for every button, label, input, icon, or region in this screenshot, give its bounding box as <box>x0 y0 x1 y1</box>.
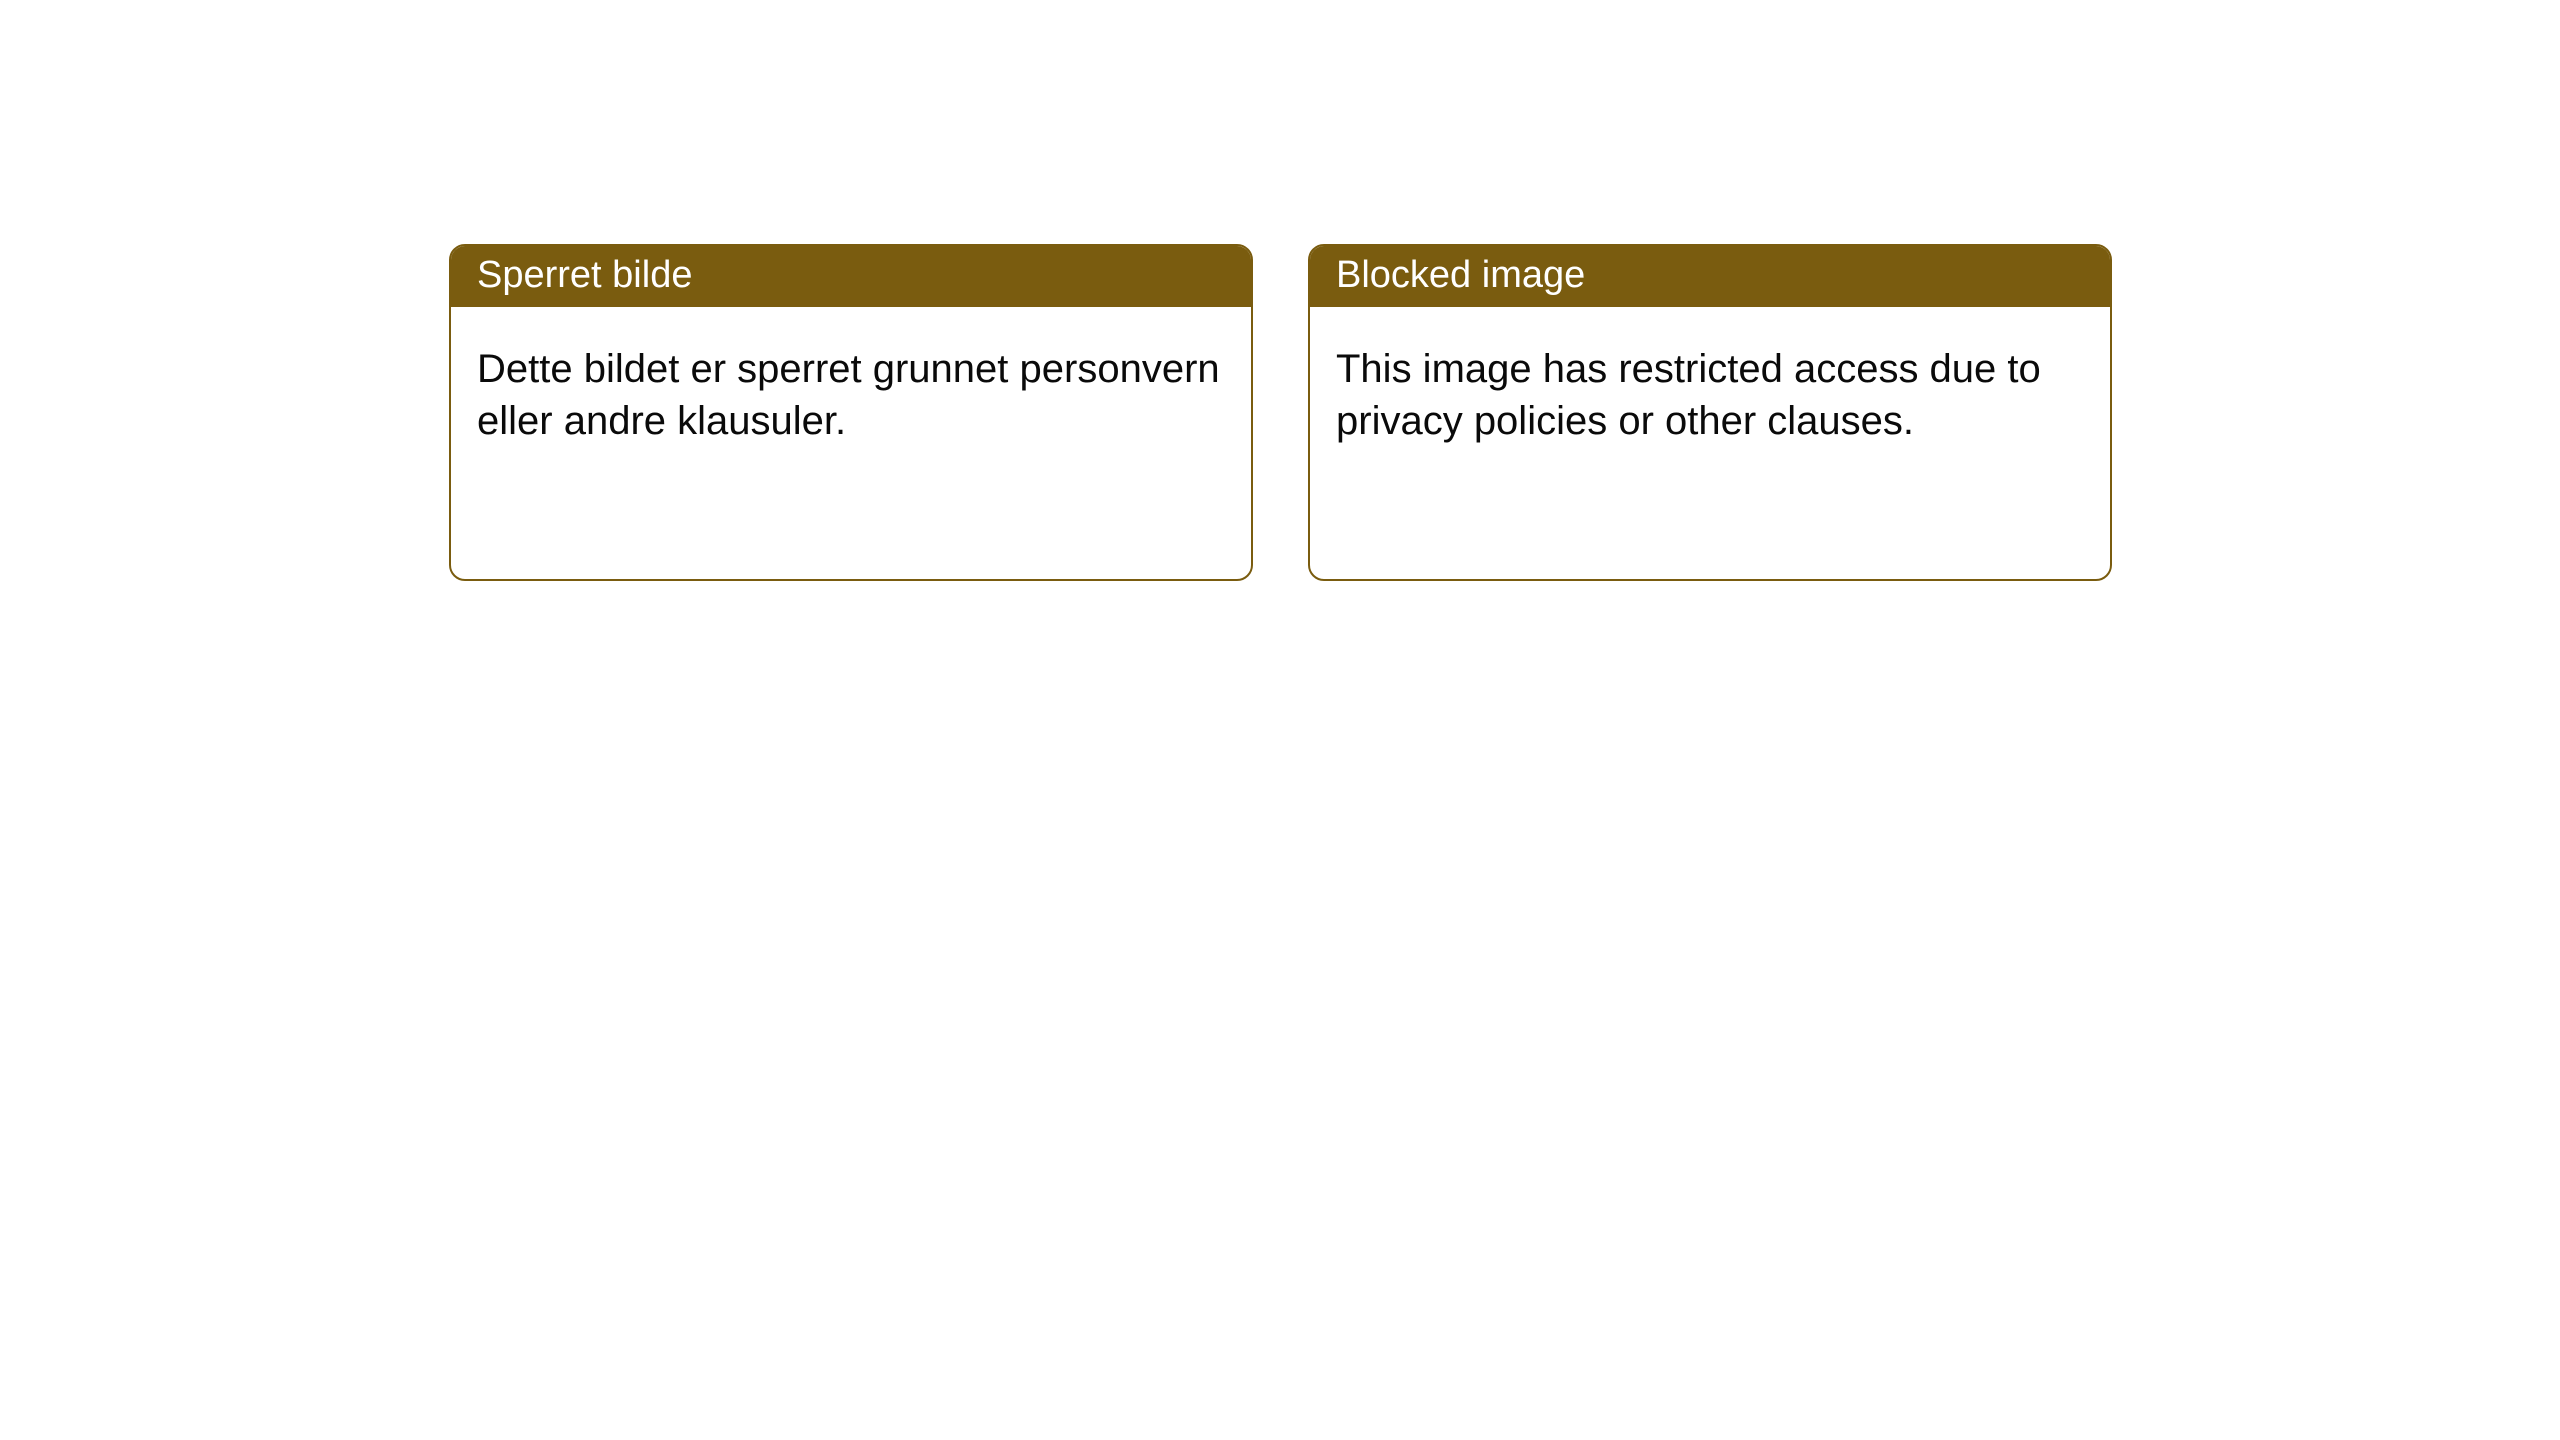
card-body-text: Dette bildet er sperret grunnet personve… <box>477 347 1220 443</box>
card-header: Sperret bilde <box>451 246 1251 307</box>
card-title: Blocked image <box>1336 254 1585 296</box>
card-body: This image has restricted access due to … <box>1310 307 2110 473</box>
card-body-text: This image has restricted access due to … <box>1336 347 2041 443</box>
notice-card-english: Blocked image This image has restricted … <box>1308 244 2112 581</box>
notice-container: Sperret bilde Dette bildet er sperret gr… <box>0 0 2560 581</box>
card-header: Blocked image <box>1310 246 2110 307</box>
notice-card-norwegian: Sperret bilde Dette bildet er sperret gr… <box>449 244 1253 581</box>
card-body: Dette bildet er sperret grunnet personve… <box>451 307 1251 473</box>
card-title: Sperret bilde <box>477 254 692 296</box>
